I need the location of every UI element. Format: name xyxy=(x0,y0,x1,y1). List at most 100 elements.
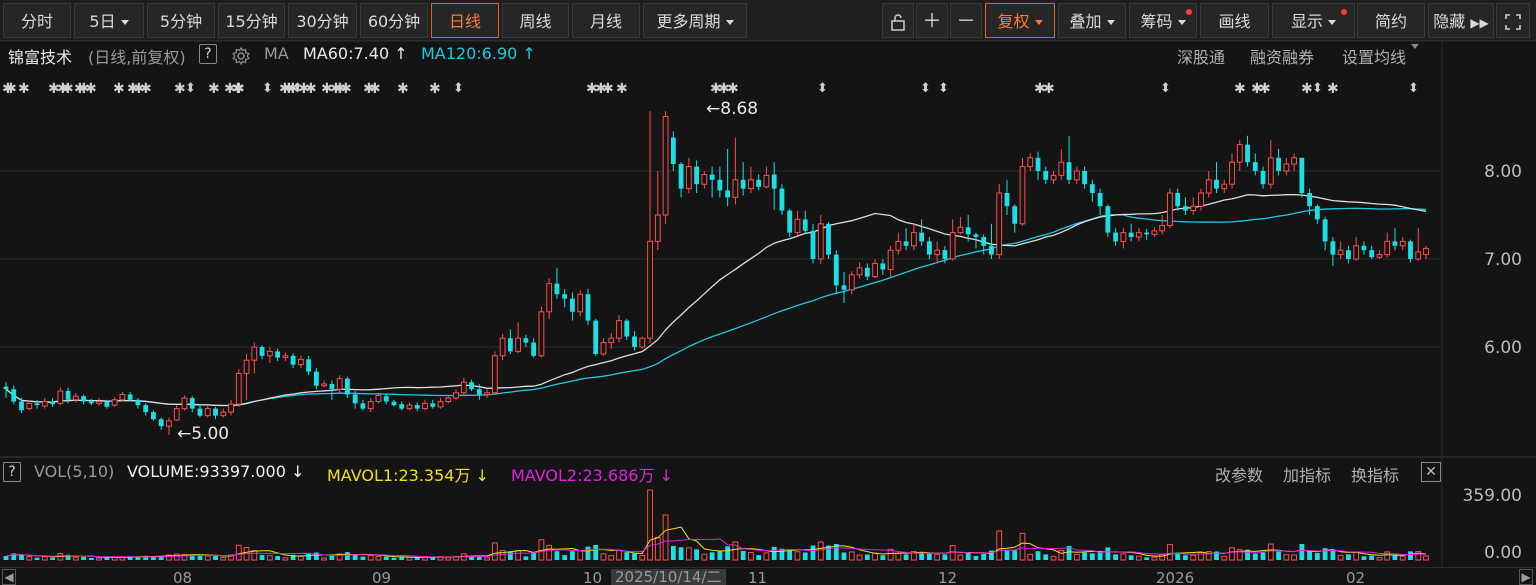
event-marker: ✱ xyxy=(305,81,317,97)
candle-body xyxy=(756,179,762,187)
candle xyxy=(763,166,770,189)
link-margin-trading[interactable]: 融资融券 xyxy=(1250,48,1315,67)
candle-body xyxy=(453,392,459,399)
volume-bar xyxy=(406,557,413,561)
candle-body xyxy=(204,408,211,417)
event-marker: ✱ xyxy=(334,81,346,97)
candle-body xyxy=(919,232,925,242)
candle-body xyxy=(794,218,801,234)
volume-bar xyxy=(88,558,94,560)
toolbar: 分时 5日 5分钟 15分钟 30分钟 60分钟 日线 周线 月线 更多周期 ＋… xyxy=(0,0,1536,41)
lock-icon[interactable] xyxy=(882,3,914,38)
volume-bar xyxy=(213,555,218,560)
candle-body xyxy=(1236,144,1243,163)
close-icon[interactable]: ✕ xyxy=(1421,462,1441,482)
event-marker: ✱ xyxy=(369,81,381,97)
volume-bar xyxy=(259,555,265,560)
period-tab-more[interactable]: 更多周期 xyxy=(643,3,747,38)
simple-mode-button[interactable]: 简约 xyxy=(1357,3,1425,38)
candle xyxy=(515,322,522,354)
ma-settings-link[interactable]: 设置均线 xyxy=(1342,44,1420,68)
volume-bar xyxy=(725,546,731,560)
period-tab-30min[interactable]: 30分钟 xyxy=(288,3,357,38)
period-tab-monthly[interactable]: 月线 xyxy=(572,3,640,38)
event-marker: ✱ xyxy=(397,81,409,97)
candle xyxy=(538,306,545,358)
event-marker: ✱ xyxy=(595,81,607,97)
candle xyxy=(430,399,436,409)
candle xyxy=(158,417,164,430)
chips-button[interactable]: 筹码 xyxy=(1129,3,1197,38)
candle xyxy=(383,393,389,405)
period-tab-daily[interactable]: 日线 xyxy=(431,3,499,38)
candle-body xyxy=(996,192,1003,256)
fuquan-button[interactable]: 复权 xyxy=(985,3,1055,38)
candle-body xyxy=(1369,250,1375,258)
candle-body xyxy=(802,219,808,231)
overlay-button[interactable]: 叠加 xyxy=(1058,3,1126,38)
kline-chart[interactable]: ✱✱ ✱ ✱✱✱ ✱✱✱ ✱ ✱✱✱ ✱ ✱ ✱✱✱ ✱✱✱ ✱✱ ✱✱✱✱ ✱✱ ✱ ✱ ✱✱✱ ✱ ✱✱✱ ✱✱… xyxy=(0,0,1536,567)
candle-body xyxy=(895,240,902,251)
switch-indicator-button[interactable]: 换指标 xyxy=(1351,466,1400,485)
candle-body xyxy=(391,401,397,406)
candle-body xyxy=(1066,162,1072,180)
volume-bar xyxy=(336,553,343,561)
candle-body xyxy=(942,250,948,259)
zoom-out-icon[interactable]: － xyxy=(950,3,982,38)
chart-mode-label: (日线,前复权) xyxy=(88,48,186,67)
event-marker: ⬍ xyxy=(938,81,949,96)
candle xyxy=(189,396,195,413)
candle xyxy=(1019,157,1026,226)
period-tab-15min[interactable]: 15分钟 xyxy=(218,3,285,38)
candle-body xyxy=(1376,254,1383,258)
display-button[interactable]: 显示 xyxy=(1272,3,1355,38)
volume-bar xyxy=(235,544,242,561)
candle-body xyxy=(1415,251,1422,260)
candle xyxy=(282,352,289,362)
period-tab-fenshi[interactable]: 分时 xyxy=(3,3,71,38)
candle-body xyxy=(1384,240,1391,256)
help-icon[interactable]: ? xyxy=(199,44,217,64)
candle-body xyxy=(1135,232,1142,238)
candle-body xyxy=(732,179,739,198)
candle xyxy=(1027,153,1034,171)
scroll-right-icon[interactable]: ▶ xyxy=(1519,569,1533,585)
candle-body xyxy=(965,227,971,235)
candle-body xyxy=(989,245,994,255)
gear-icon[interactable] xyxy=(231,46,251,70)
event-marker: ✱ xyxy=(1301,81,1313,97)
candle xyxy=(756,174,762,191)
period-tab-weekly[interactable]: 周线 xyxy=(502,3,569,38)
volume-bar xyxy=(694,549,700,560)
hide-button[interactable]: 隐藏 ▶▶ xyxy=(1428,3,1494,38)
chevron-down-icon xyxy=(1177,20,1186,25)
edit-params-button[interactable]: 改参数 xyxy=(1215,466,1264,485)
volume-bar xyxy=(794,551,801,561)
link-shengutong[interactable]: 深股通 xyxy=(1177,48,1226,67)
candle xyxy=(725,149,731,207)
ma60-value: MA60:7.40 ↑ xyxy=(303,44,408,63)
event-marker: ✱ xyxy=(62,81,74,97)
add-indicator-button[interactable]: 加指标 xyxy=(1283,466,1332,485)
event-marker: ✱ xyxy=(2,81,14,97)
candle xyxy=(1198,188,1204,211)
volume-bar xyxy=(570,551,575,560)
event-marker: ⬍ xyxy=(1160,81,1171,96)
candle-body xyxy=(352,394,358,404)
candle xyxy=(1276,149,1281,176)
zoom-in-icon[interactable]: ＋ xyxy=(916,3,948,38)
volume-bar xyxy=(1183,555,1188,560)
scroll-left-icon[interactable]: ◀ xyxy=(2,569,16,585)
candle xyxy=(1314,204,1320,224)
volume-help-icon[interactable]: ? xyxy=(3,462,21,482)
period-tab-5day[interactable]: 5日 xyxy=(74,3,144,38)
fullscreen-icon[interactable] xyxy=(1496,3,1530,38)
candle-body xyxy=(484,392,490,396)
period-tab-60min[interactable]: 60分钟 xyxy=(360,3,428,38)
candle-body xyxy=(445,397,452,403)
candle-body xyxy=(662,115,669,216)
candle-body xyxy=(499,337,506,357)
draw-line-button[interactable]: 画线 xyxy=(1200,3,1269,38)
candle xyxy=(1004,179,1010,215)
period-tab-5min[interactable]: 5分钟 xyxy=(147,3,215,38)
